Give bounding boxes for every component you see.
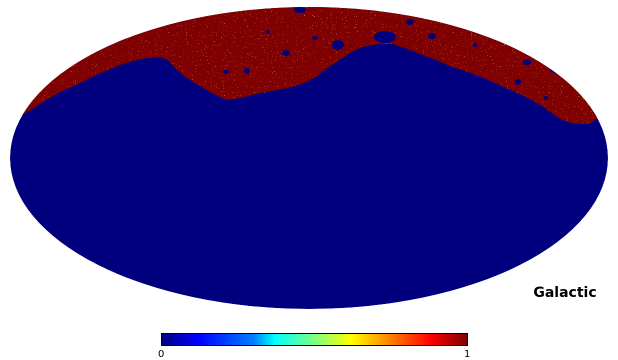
high-value-speckle bbox=[10, 7, 608, 124]
sky-map-background bbox=[10, 7, 608, 309]
colorbar-min-label: 0 bbox=[158, 349, 165, 360]
colorbar bbox=[161, 333, 468, 346]
coordinate-system-label: Galactic bbox=[533, 285, 597, 301]
colorbar-max-label: 1 bbox=[464, 349, 471, 360]
